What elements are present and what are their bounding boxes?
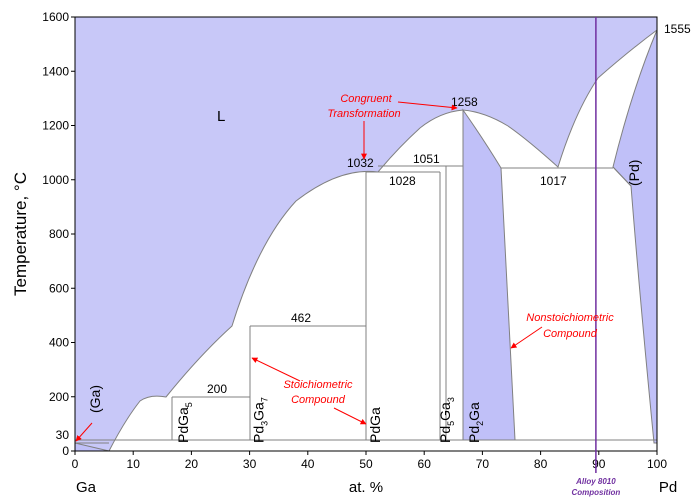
temp-1017: 1017 (540, 174, 567, 188)
anno-stoich-2: Compound (291, 394, 346, 406)
x-tick-label: 100 (647, 457, 667, 471)
x-right-element: Pd (659, 479, 677, 496)
region-pd-solid-fill (612, 29, 658, 444)
y-tick-label: 1000 (42, 173, 69, 187)
alloy-label-2: Composition (571, 488, 620, 497)
anno-congruent-1: Congruent (340, 93, 392, 105)
region-pd-solid: (Pd) (626, 160, 642, 186)
temp-1258: 1258 (451, 95, 478, 109)
x-tick-label: 60 (418, 457, 432, 471)
x-tick-label: 80 (534, 457, 548, 471)
y-tick-label-30: 30 (56, 428, 70, 442)
y-tick-label: 800 (49, 227, 69, 241)
y-axis-label: Temperature, °C (11, 172, 30, 296)
y-tick-label: 1600 (42, 10, 69, 24)
temp-200: 200 (207, 382, 227, 396)
temp-1028: 1028 (389, 174, 416, 188)
temp-1032: 1032 (347, 156, 374, 170)
anno-nonstoich-2: Compound (543, 328, 598, 340)
phase-regions (74, 17, 658, 452)
alloy-label-1: Alloy 8010 (575, 477, 616, 486)
compound-label-1: Pd3Ga7 (251, 397, 270, 443)
x-left-element: Ga (76, 479, 97, 496)
x-axis-label: at. % (349, 479, 383, 496)
x-tick-label: 0 (72, 457, 79, 471)
x-tick-label: 70 (476, 457, 490, 471)
compound-labels: PdGa5 Pd3Ga7 PdGa Pd5Ga3 Pd2Ga (175, 397, 485, 443)
temp-1555: 1555 (664, 22, 691, 36)
y-tick-label: 400 (49, 336, 69, 350)
phase-boundaries (75, 29, 658, 452)
arrow-nonstoich (510, 326, 543, 349)
compound-label-0: PdGa5 (175, 402, 194, 443)
y-tick-label: 600 (49, 281, 69, 295)
liquidus-line (108, 29, 658, 452)
compound-label-4: Pd2Ga (466, 402, 485, 443)
arrow-congruent (397, 101, 458, 111)
arrow-ga-solid (75, 422, 93, 442)
compound-label-2: PdGa (367, 407, 383, 443)
pd-solvus-upper (612, 166, 632, 187)
x-tick-label: 20 (185, 457, 199, 471)
x-tick-label: 90 (592, 457, 606, 471)
axis-ticks: 0 200 400 600 800 1000 1200 1400 1600 30 0 10 20 30 40… (42, 10, 667, 471)
annotation-arrows (75, 101, 543, 442)
region-pd2ga-fill (462, 108, 516, 441)
y-tick-label: 1400 (42, 64, 69, 78)
x-tick-label: 30 (243, 457, 257, 471)
x-tick-label: 10 (127, 457, 141, 471)
y-tick-label: 1200 (42, 119, 69, 133)
arrow-stoich-pd3ga7 (251, 357, 301, 382)
temp-462: 462 (291, 311, 311, 325)
region-liquid: L (217, 108, 225, 125)
temp-1051: 1051 (413, 152, 440, 166)
anno-stoich-1: Stoichiometric (283, 379, 353, 391)
y-tick-label: 0 (62, 444, 69, 458)
y-tick-label: 200 (49, 390, 69, 404)
arrow-stoich-pdga (333, 407, 367, 425)
region-ga-solid: (Ga) (87, 385, 103, 413)
x-tick-label: 50 (359, 457, 373, 471)
anno-nonstoich-1: Nonstoichiometric (526, 312, 614, 324)
compound-label-3: Pd5Ga3 (437, 397, 456, 443)
x-tick-label: 40 (301, 457, 315, 471)
anno-congruent-2: Transformation (327, 108, 400, 120)
region-liquid-fill (75, 17, 657, 451)
